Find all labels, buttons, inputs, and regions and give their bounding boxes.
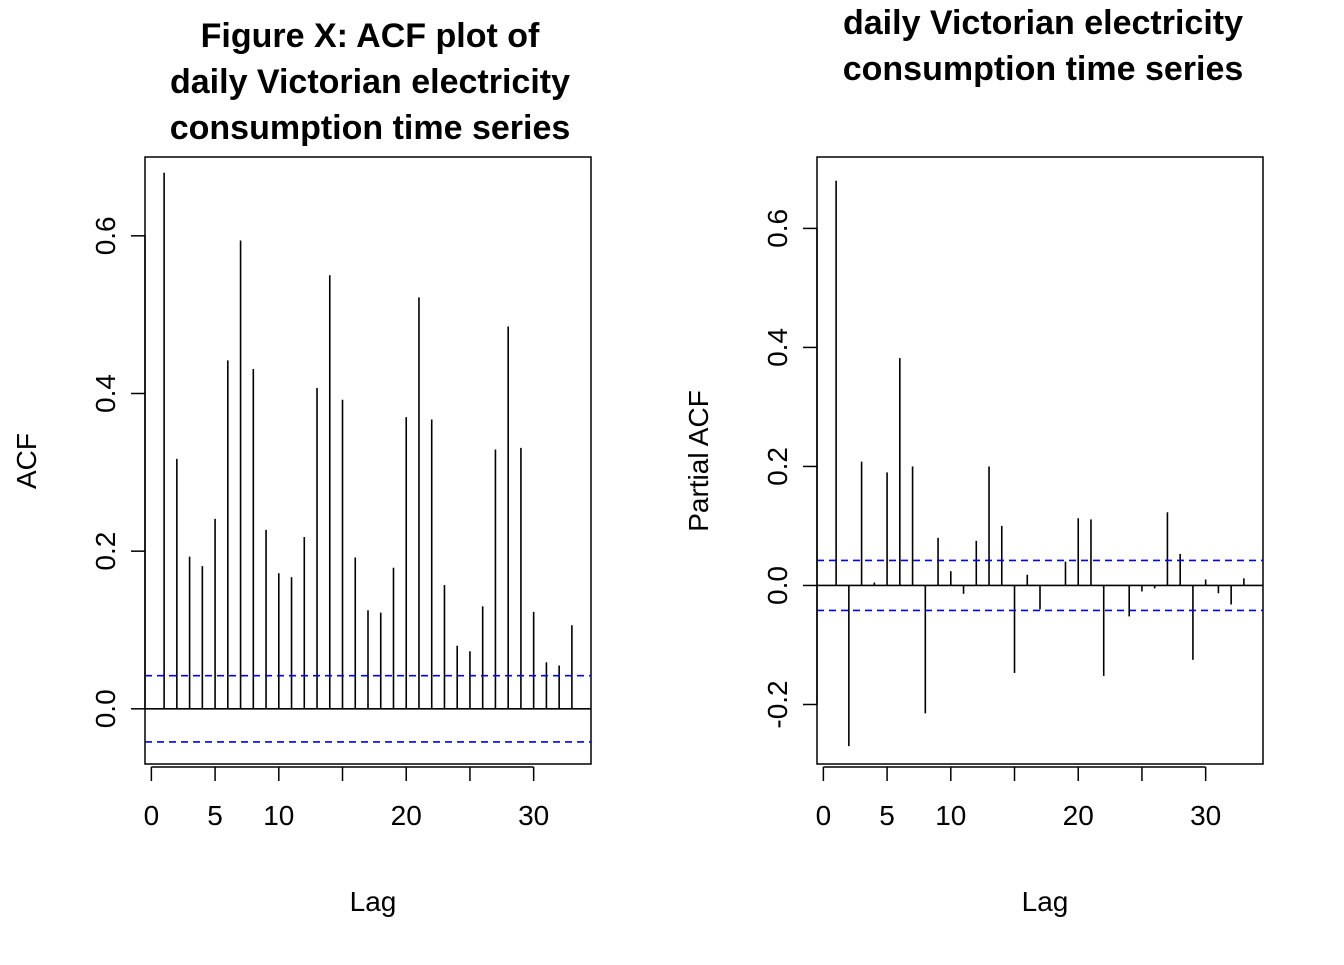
- pacf-panel: daily Victorian electricity consumption …: [683, 4, 1264, 917]
- pacf-y-axis: -0.2 0.0 0.2 0.4 0.6: [762, 209, 818, 729]
- acf-y-axis-label: ACF: [11, 433, 42, 489]
- acf-y-tick-label-0: 0.0: [90, 689, 121, 728]
- acf-title-line-1: Figure X: ACF plot of: [201, 17, 540, 55]
- acf-y-tick-label-3: 0.6: [90, 216, 121, 255]
- acf-x-axis-label: Lag: [350, 886, 397, 917]
- pacf-title-line-1: daily Victorian electricity: [843, 4, 1243, 42]
- acf-bars: [163, 172, 573, 709]
- pacf-y-tick-label-4: 0.6: [762, 209, 793, 248]
- acf-title-line-2: daily Victorian electricity: [170, 63, 570, 101]
- pacf-y-tick-label-0: -0.2: [762, 680, 793, 728]
- pacf-x-tick-label-20: 20: [1063, 800, 1094, 831]
- pacf-reference-lines: [817, 559, 1263, 612]
- pacf-bars: [835, 180, 1245, 747]
- pacf-plot-box: [816, 156, 1264, 765]
- acf-y-axis: 0.0 0.2 0.4 0.6: [90, 216, 146, 728]
- pacf-x-axis-label: Lag: [1022, 886, 1069, 917]
- pacf-title-line-2: consumption time series: [843, 50, 1244, 88]
- acf-x-tick-label-5: 5: [207, 800, 223, 831]
- pacf-y-tick-label-3: 0.4: [762, 328, 793, 367]
- acf-x-tick-label-0: 0: [144, 800, 160, 831]
- acf-title-line-3: consumption time series: [170, 109, 571, 147]
- pacf-y-axis-label: Partial ACF: [683, 390, 714, 532]
- acf-x-tick-label-30: 30: [518, 800, 549, 831]
- acf-x-axis: 0 5 10 20 30: [144, 766, 549, 831]
- acf-x-tick-label-10: 10: [263, 800, 294, 831]
- pacf-x-tick-label-0: 0: [816, 800, 832, 831]
- acf-reference-lines: [145, 674, 591, 743]
- pacf-y-tick-label-1: 0.0: [762, 566, 793, 605]
- pacf-x-axis: 0 5 10 20 30: [816, 766, 1221, 831]
- pacf-x-tick-label-10: 10: [935, 800, 966, 831]
- acf-y-tick-label-2: 0.4: [90, 374, 121, 413]
- pacf-y-tick-label-2: 0.2: [762, 447, 793, 486]
- acf-y-tick-label-1: 0.2: [90, 532, 121, 571]
- pacf-x-tick-label-30: 30: [1190, 800, 1221, 831]
- acf-panel: Figure X: ACF plot of daily Victorian el…: [11, 17, 592, 917]
- acf-x-tick-label-20: 20: [391, 800, 422, 831]
- pacf-x-tick-label-5: 5: [879, 800, 895, 831]
